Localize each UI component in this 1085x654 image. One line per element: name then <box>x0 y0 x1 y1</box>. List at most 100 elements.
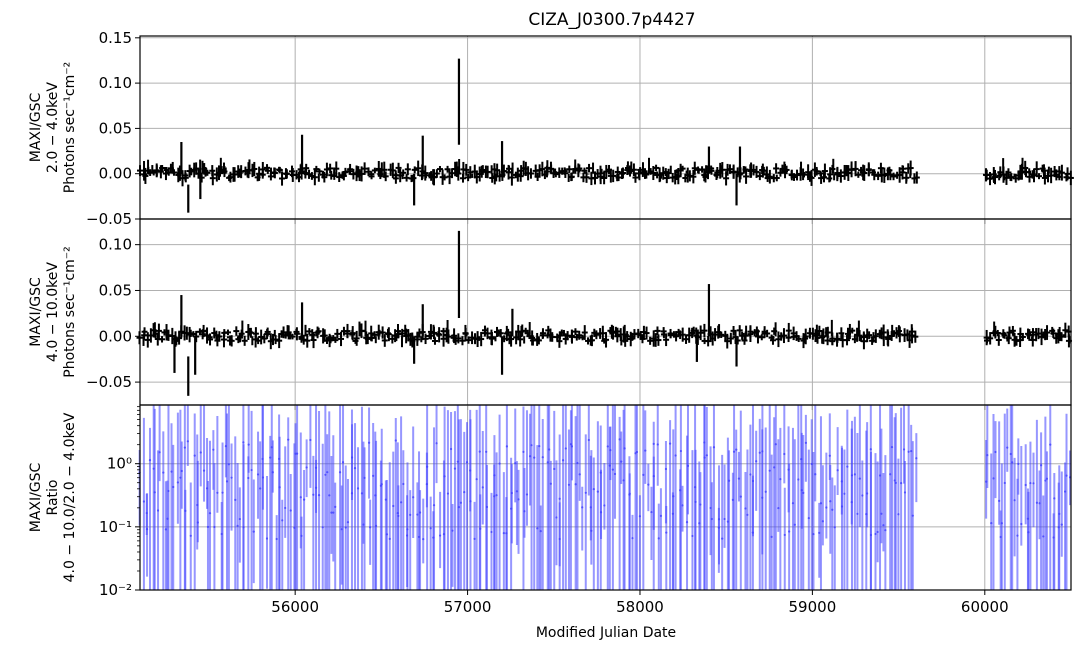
ratio-point <box>810 462 813 466</box>
ratio-point <box>409 513 412 516</box>
ratio-point <box>334 505 337 508</box>
series-band_4_10 <box>136 230 1072 396</box>
ratio-point <box>783 533 786 537</box>
ratio-point <box>732 450 736 453</box>
ratio-point <box>183 446 186 449</box>
y-axis-label-line: MAXI/GSC <box>28 92 44 162</box>
y-tick-label: 0.05 <box>99 281 132 299</box>
ratio-point <box>1003 481 1006 485</box>
ratio-point <box>882 524 885 527</box>
ratio-point <box>856 512 859 515</box>
ratio-point <box>1017 462 1020 465</box>
ratio-point <box>584 491 587 494</box>
y-tick-label: 0.10 <box>99 74 132 92</box>
ratio-point <box>889 473 892 476</box>
ratio-point <box>475 478 478 481</box>
ratio-point <box>317 494 321 497</box>
ratio-point <box>485 505 489 509</box>
ratio-point <box>712 446 716 449</box>
ratio-point <box>564 447 567 450</box>
ratio-point <box>723 517 726 521</box>
ratio-point <box>250 468 253 472</box>
ratio-point <box>644 449 647 452</box>
ratio-point <box>590 529 593 532</box>
ratio-point <box>576 461 579 465</box>
ratio-point <box>574 483 577 486</box>
ratio-point <box>721 537 724 540</box>
ratio-point <box>541 456 544 459</box>
y-axis-label-line: Ratio <box>45 480 61 516</box>
ratio-point <box>443 475 446 478</box>
ratio-point <box>664 467 668 471</box>
plot-frame <box>139 218 1072 406</box>
ratio-point <box>256 473 260 476</box>
ratio-point <box>289 509 292 512</box>
ratio-point <box>459 501 462 504</box>
ratio-point <box>372 474 375 477</box>
ratio-point <box>216 491 219 494</box>
ratio-point <box>208 512 212 515</box>
ratio-point <box>473 537 476 540</box>
ratio-point <box>903 491 907 494</box>
ratio-point <box>587 438 590 442</box>
ratio-point <box>890 445 894 449</box>
ratio-point <box>549 482 552 485</box>
ratio-point <box>176 481 179 484</box>
ratio-point <box>797 478 800 481</box>
ratio-point <box>522 450 525 454</box>
ratio-point <box>341 461 345 464</box>
ratio-point <box>533 456 536 459</box>
ratio-point <box>242 441 245 444</box>
ratio-point <box>793 523 796 526</box>
ratio-point <box>840 480 843 483</box>
ratio-point <box>230 476 233 479</box>
ratio-point <box>305 466 308 469</box>
panel-band_2_4: −0.05 0.00 0.05 0.10 0.15 MAXI/GSC2.0 − 4.0ke… <box>28 29 1074 228</box>
ratio-point <box>659 514 663 517</box>
ratio-point <box>321 526 324 529</box>
ratio-point <box>221 491 224 494</box>
ratio-point <box>1053 497 1056 500</box>
ratio-point <box>271 471 274 474</box>
ratio-point <box>1006 446 1009 449</box>
ratio-point <box>510 491 513 495</box>
ratio-point <box>611 468 614 471</box>
ratio-point <box>295 452 299 455</box>
ratio-point <box>773 466 776 469</box>
ratio-point <box>874 532 877 536</box>
ratio-point <box>691 534 694 538</box>
ratio-point <box>751 531 754 534</box>
ratio-point <box>449 447 453 451</box>
ratio-point <box>330 511 333 514</box>
ratio-point <box>363 476 366 479</box>
ratio-point <box>142 500 146 503</box>
ratio-point <box>555 516 558 519</box>
ratio-point <box>749 473 752 476</box>
y-tick-label: 0.10 <box>99 236 132 254</box>
ratio-point <box>1013 499 1016 502</box>
ratio-point <box>180 469 183 473</box>
ratio-point <box>225 480 229 483</box>
ratio-point <box>884 529 887 532</box>
ratio-point <box>647 483 650 486</box>
ratio-point <box>818 531 821 534</box>
ratio-point <box>514 462 517 465</box>
ratio-point <box>247 443 250 446</box>
ratio-point <box>686 464 690 467</box>
ratio-point <box>774 443 777 446</box>
ratio-point <box>385 533 389 536</box>
ratio-point <box>735 448 738 451</box>
ratio-point <box>153 491 156 494</box>
ratio-point <box>1045 477 1049 480</box>
ratio-point <box>156 509 160 512</box>
ratio-point <box>525 493 529 496</box>
series-ratio <box>138 405 1072 590</box>
chart-title: CIZA_J0300.7p4427 <box>528 10 695 30</box>
ratio-point <box>469 469 472 472</box>
ratio-point <box>672 495 675 498</box>
ratio-point <box>609 449 612 452</box>
ratio-point <box>561 459 565 462</box>
ratio-point <box>252 530 255 533</box>
ratio-point <box>685 520 689 524</box>
ratio-point <box>829 500 832 503</box>
